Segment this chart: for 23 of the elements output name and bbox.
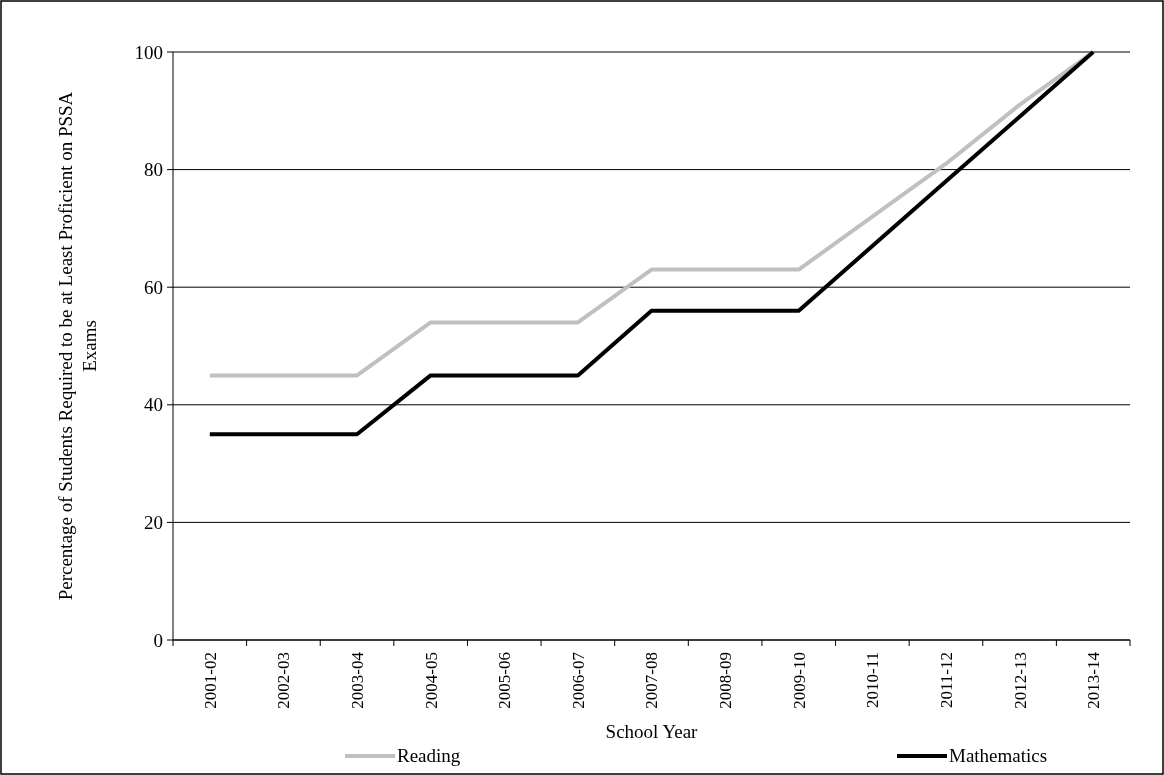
x-tick-label: 2006-07 [568,651,588,709]
legend-label: Reading [397,745,461,766]
x-tick-label: 2013-14 [1084,651,1104,709]
y-tick-label: 100 [134,41,163,63]
x-axis-title: School Year [605,721,699,742]
x-tick-label: 2010-11 [863,652,883,709]
x-tick-label: 2002-03 [274,652,294,709]
x-tick-label: 2012-13 [1010,652,1030,709]
x-tick-label: 2001-02 [200,652,220,709]
y-tick-label: 60 [144,276,163,298]
x-tick-label: 2008-09 [716,652,736,709]
y-tick-label: 80 [144,159,163,181]
x-tick-label: 2009-10 [789,652,809,709]
x-tick-label: 2004-05 [421,652,441,709]
y-tick-label: 40 [144,394,163,416]
x-tick-label: 2011-12 [936,652,956,709]
x-tick-label: 2007-08 [642,652,662,709]
y-axis-title: Percentage of Students Required to be at Least Proficient on PSSA Exams [54,90,101,603]
x-tick-label: 2005-06 [495,652,515,709]
legend-label: Mathematics [949,745,1048,766]
x-tick-label: 2003-04 [347,651,367,709]
y-tick-label: 20 [144,512,163,534]
y-tick-label: 0 [153,629,163,651]
